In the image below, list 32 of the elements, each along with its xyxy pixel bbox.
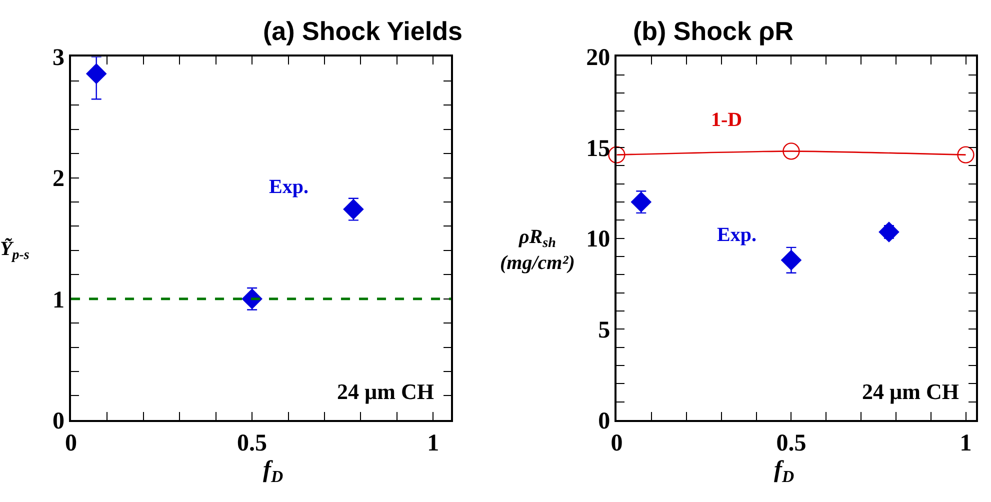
point [780, 250, 802, 271]
annotation: 24 µm CH [337, 379, 434, 404]
annotation: 24 µm CH [862, 379, 960, 404]
point [630, 192, 652, 212]
x-tick-label: 0.5 [237, 430, 268, 456]
point [878, 222, 900, 242]
x-tick-label: 0.5 [776, 430, 806, 456]
y-tick-label: 3 [52, 45, 64, 72]
y-tick-label: 5 [598, 318, 610, 344]
x-axis-title: f$_{D}$ [774, 457, 794, 486]
y-tick-label: 20 [586, 45, 610, 72]
x-tick-label: 1 [960, 430, 972, 456]
y-axis-title: ρR$_{sh}$ (mg/cm²) [500, 226, 575, 274]
point [343, 198, 364, 220]
y-tick-label: 15 [586, 136, 610, 162]
y-tick-label: 0 [52, 408, 64, 434]
chart-title: (b) Shock ρR [633, 16, 794, 46]
y-tick-label: 0 [598, 408, 610, 434]
series-label: Exp. [717, 224, 756, 246]
point [608, 146, 626, 164]
chart-title: (a) Shock Yields [263, 16, 462, 46]
point [782, 142, 800, 160]
y-tick-label: 2 [52, 166, 64, 192]
y-axis-title: Ỹ$_{p-s}$ [0, 238, 30, 264]
x-axis-title: f$_{D}$ [263, 457, 284, 486]
x-tick-label: 1 [427, 430, 440, 456]
series-label: Exp. [269, 176, 308, 198]
y-tick-label: 10 [586, 226, 610, 253]
point [86, 63, 107, 84]
series-label: 1-D [711, 109, 742, 131]
point [957, 146, 974, 164]
y-tick-label: 1 [52, 287, 64, 314]
